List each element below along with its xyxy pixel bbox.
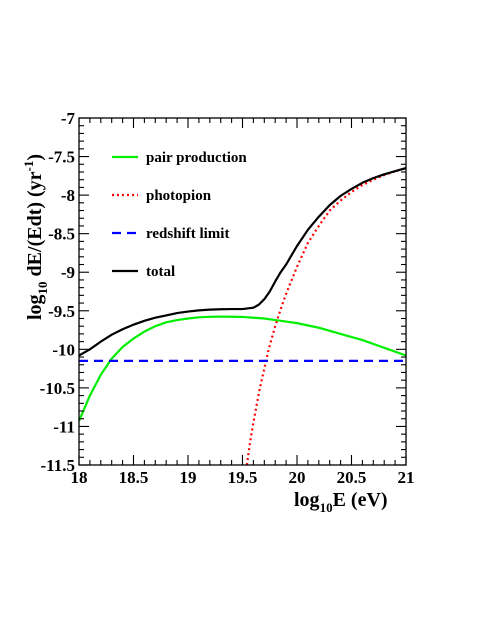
- y-axis-title: log10 dE/(Edt) (yr-1): [21, 154, 50, 320]
- y-tick-label: -7.5: [48, 148, 75, 167]
- y-tick-label: -9.5: [48, 302, 75, 321]
- series-line-pair-production: [79, 315, 406, 422]
- y-tick-label: -8: [61, 186, 75, 205]
- legend-label-pair-production: pair production: [146, 150, 247, 166]
- x-tick-label: 19: [180, 468, 197, 487]
- series-line-total: [79, 167, 406, 357]
- y-tick-label: -10: [52, 340, 75, 359]
- x-tick-label: 21: [398, 468, 415, 487]
- x-tick-label: 18.5: [119, 468, 149, 487]
- x-axis-title: log10E (eV): [294, 489, 388, 515]
- legend-label-photopion: photopion: [146, 188, 212, 204]
- legend-label-total: total: [146, 264, 175, 280]
- tick-layer: 18 18.5 19 19.5 20 20.5 21 -7 -7.5 -8 -8.5 -9 -9.5 -1…: [40, 109, 415, 487]
- series-layer: [79, 167, 406, 465]
- series-line-photopion: [245, 167, 406, 465]
- x-tick-label: 20: [289, 468, 306, 487]
- y-tick-label: -11.5: [41, 456, 75, 475]
- y-tick-label: -9: [61, 263, 75, 282]
- x-tick-label: 18: [71, 468, 88, 487]
- y-tick-label: -7: [61, 109, 76, 128]
- x-tick-label: 19.5: [228, 468, 258, 487]
- x-tick-label: 20.5: [337, 468, 367, 487]
- y-tick-label: -11: [53, 417, 75, 436]
- legend: pair production photopion redshift limit to…: [112, 150, 247, 280]
- legend-label-redshift-limit: redshift limit: [146, 226, 229, 242]
- y-tick-label: -10.5: [40, 379, 75, 398]
- y-tick-label: -8.5: [48, 225, 75, 244]
